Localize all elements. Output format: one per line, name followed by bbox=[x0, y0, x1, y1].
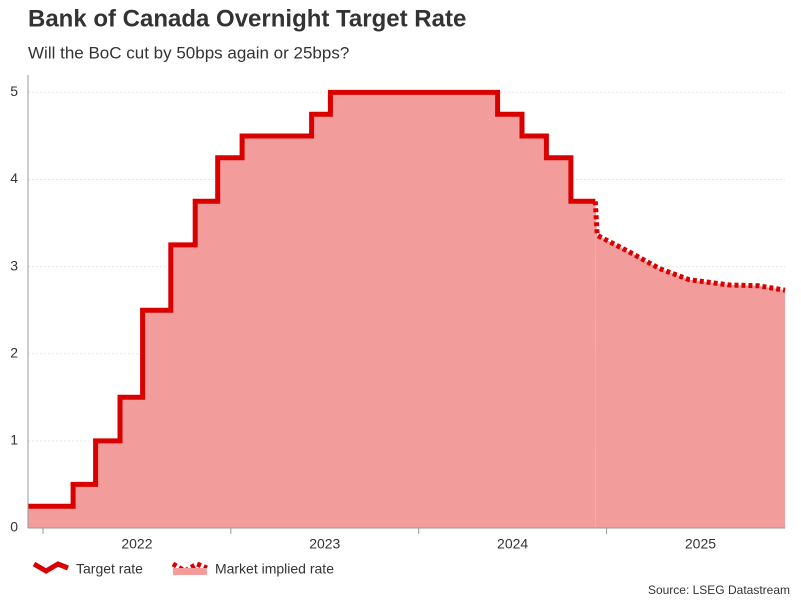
area bbox=[28, 92, 596, 529]
x-tick-label: 2023 bbox=[309, 536, 340, 552]
y-tick-label: 0 bbox=[10, 519, 18, 535]
line bbox=[28, 89, 596, 509]
y-tick-label: 3 bbox=[10, 257, 18, 273]
y-tick-label: 2 bbox=[10, 344, 18, 360]
legend-label: Market implied rate bbox=[215, 561, 334, 577]
y-tick-label: 5 bbox=[10, 83, 18, 99]
source: Source: LSEG Datastream bbox=[648, 583, 790, 597]
chart-title: Bank of Canada Overnight Target Rate bbox=[28, 5, 466, 32]
y-tick-label: 4 bbox=[10, 170, 18, 186]
x-tick-label: 2024 bbox=[497, 536, 528, 552]
legend-symbol bbox=[32, 561, 69, 574]
legend-label: Target rate bbox=[76, 561, 143, 577]
chart-subtitle: Will the BoC cut by 50bps again or 25bps… bbox=[28, 43, 349, 62]
x-tick-label: 2022 bbox=[121, 536, 152, 552]
area bbox=[595, 201, 785, 529]
line bbox=[592, 201, 786, 293]
x-tick-label: 2025 bbox=[685, 536, 716, 552]
y-tick-label: 1 bbox=[10, 432, 18, 448]
legend-fill bbox=[172, 568, 207, 575]
